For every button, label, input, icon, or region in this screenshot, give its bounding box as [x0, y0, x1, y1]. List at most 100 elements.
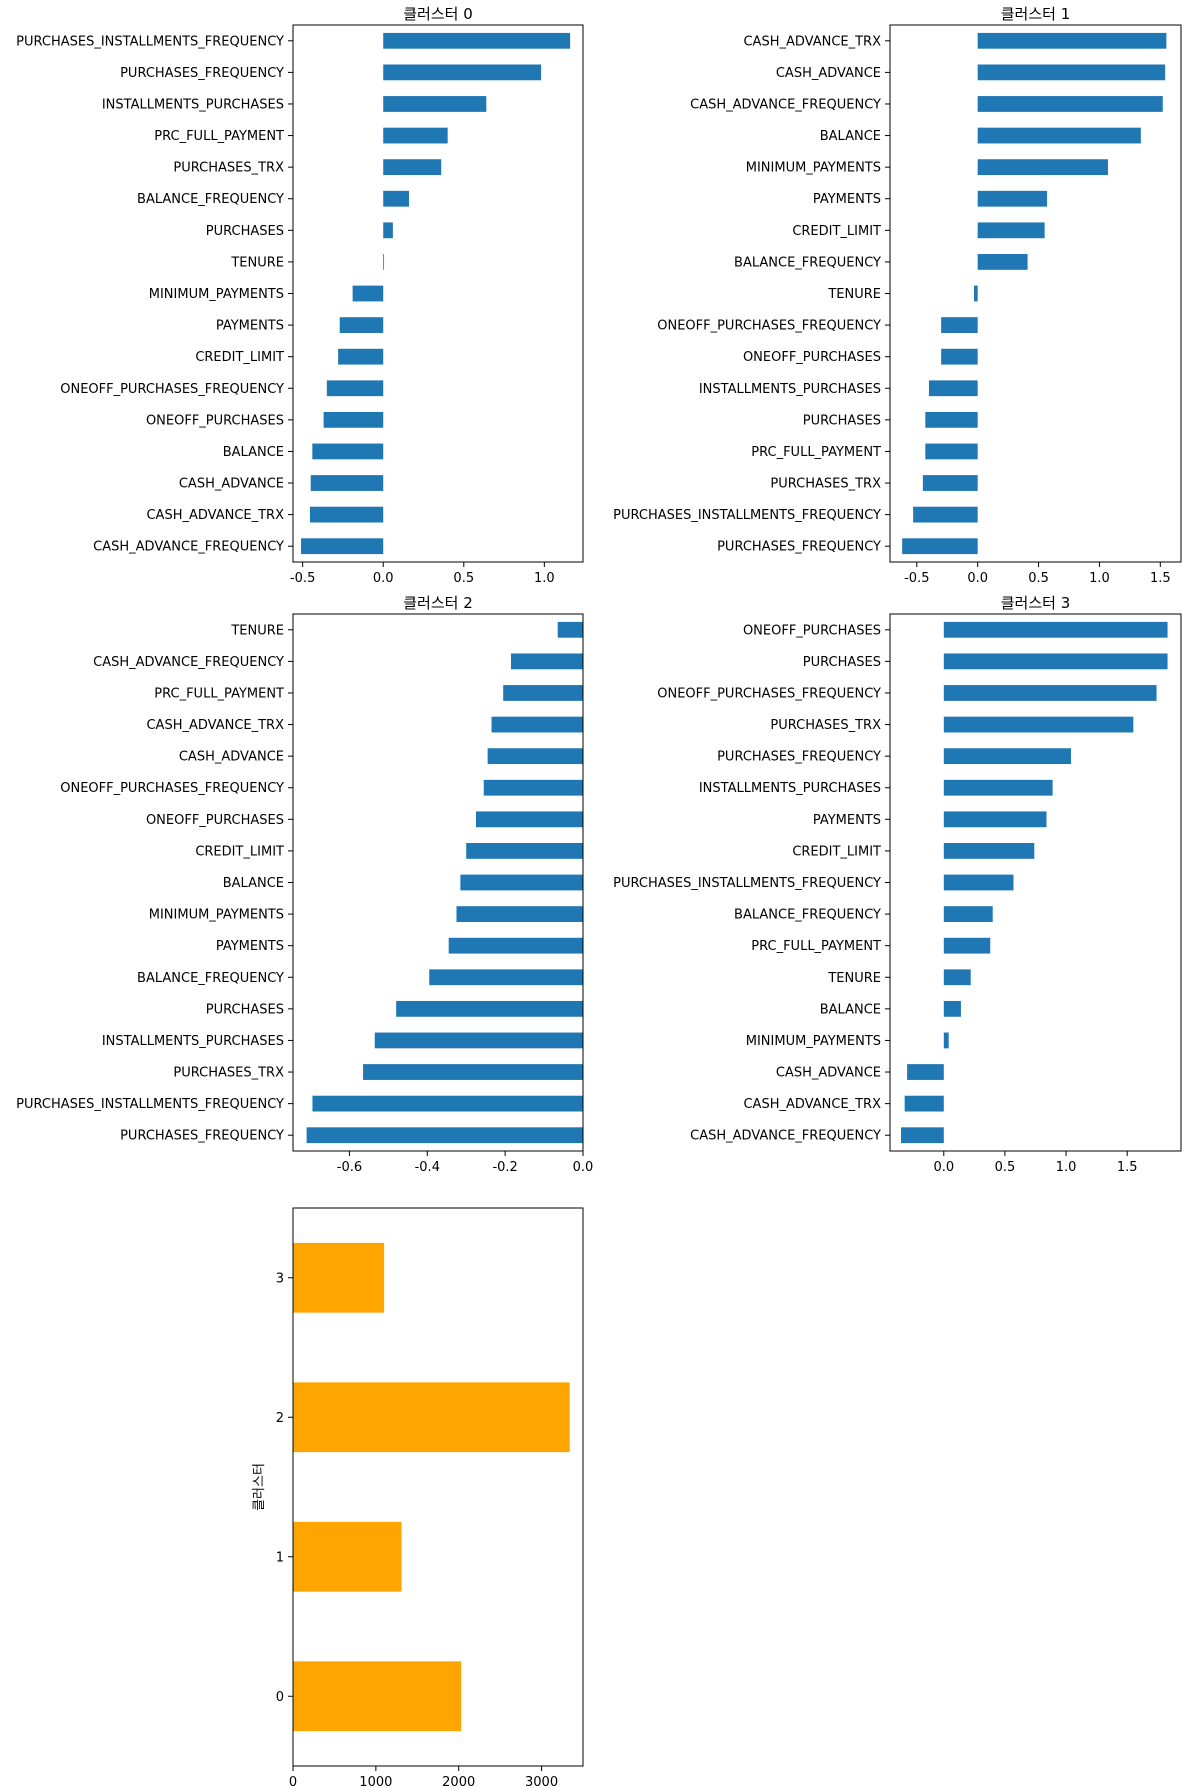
bar-purchases-installments-frequency	[312, 1095, 583, 1112]
y-tick-label: 2	[276, 1411, 284, 1426]
bar-oneoff-purchases	[475, 811, 583, 828]
y-tick-label: BALANCE_FREQUENCY	[734, 255, 881, 270]
y-tick-label: PURCHASES_TRX	[770, 718, 881, 733]
y-tick-label: CASH_ADVANCE_FREQUENCY	[690, 1129, 881, 1144]
axes-frame	[889, 24, 1182, 563]
bar-oneoff-purchases-frequency	[483, 779, 583, 796]
y-tick-label: CREDIT_LIMIT	[792, 224, 881, 239]
chart-panel-3: ONEOFF_PURCHASES PURCHASES ONEOFF_PURCHASE…	[613, 594, 1182, 1175]
x-tick-label: -0.5	[290, 571, 315, 586]
y-tick-label: INSTALLMENTS_PURCHASES	[699, 382, 881, 397]
y-tick-label: INSTALLMENTS_PURCHASES	[102, 97, 284, 112]
bar-credit-limit	[466, 843, 583, 859]
x-tick-label: 0.5	[995, 1160, 1016, 1175]
bar-1	[293, 1521, 402, 1592]
x-tick-label: 1.5	[1150, 571, 1171, 586]
bar-payments	[448, 937, 583, 954]
bar-purchases	[383, 222, 393, 239]
x-tick-label: 1.5	[1117, 1160, 1138, 1175]
bar-purchases	[396, 1000, 583, 1017]
y-tick-label: CASH_ADVANCE	[776, 1066, 881, 1081]
bar-balance-frequency	[429, 969, 583, 986]
y-tick-label: ONEOFF_PURCHASES_FREQUENCY	[60, 382, 284, 397]
y-tick-label: ONEOFF_PURCHASES_FREQUENCY	[657, 686, 881, 701]
y-tick-label: MINIMUM_PAYMENTS	[149, 908, 284, 923]
y-tick-label: CASH_ADVANCE_TRX	[146, 718, 284, 733]
x-tick-label: 1.0	[534, 571, 555, 586]
y-tick-label: PAYMENTS	[216, 939, 284, 954]
y-tick-label: BALANCE	[223, 445, 284, 460]
y-tick-label: PURCHASES_INSTALLMENTS_FREQUENCY	[16, 1097, 284, 1112]
bar-purchases-installments-frequency	[913, 506, 978, 523]
chart-panel-2: TENURE CASH_ADVANCE_FREQUENCY PRC_FULL_PAY…	[16, 594, 593, 1175]
y-tick-label: PAYMENTS	[813, 192, 881, 207]
bar-purchases-frequency	[306, 1127, 583, 1144]
y-tick-label: 3	[276, 1271, 284, 1286]
bar-cash-advance-frequency	[301, 538, 384, 555]
y-tick-label: PURCHASES_FREQUENCY	[717, 750, 881, 765]
bar-prc-full-payment	[503, 685, 583, 701]
bar-balance	[977, 127, 1141, 144]
y-tick-label: PURCHASES	[206, 224, 284, 239]
y-tick-label: PURCHASES	[803, 655, 881, 670]
x-tick-label: 0	[289, 1775, 297, 1790]
y-tick-label: PURCHASES_FREQUENCY	[120, 1129, 284, 1144]
bar-cash-advance	[310, 475, 384, 491]
bar-minimum-payments	[977, 159, 1108, 176]
bar-cash-advance-frequency	[901, 1127, 944, 1144]
x-tick-label: 1.0	[1089, 571, 1110, 586]
bar-oneoff-purchases	[323, 411, 384, 428]
bar-balance-frequency	[943, 906, 993, 922]
y-tick-label: 0	[276, 1690, 284, 1705]
bar-tenure	[943, 969, 971, 986]
bar-purchases-trx	[943, 716, 1134, 733]
chart-title: 클러스터 3	[1001, 594, 1071, 612]
chart-title: 클러스터 1	[1001, 5, 1071, 23]
bar-minimum-payments	[456, 906, 583, 922]
y-tick-label: BALANCE	[223, 876, 284, 891]
y-tick-label: CASH_ADVANCE_TRX	[743, 34, 881, 49]
x-tick-label: 0.0	[373, 571, 394, 586]
y-tick-label: TENURE	[827, 287, 881, 302]
chart-panel-4: 01230100020003000고객 수클러스터	[252, 1207, 584, 1790]
chart-title: 클러스터 2	[403, 594, 473, 612]
chart-panel-1: CASH_ADVANCE_TRX CASH_ADVANCE CASH_ADVANCE…	[613, 5, 1182, 586]
y-tick-label: PURCHASES	[803, 413, 881, 428]
bar-purchases-trx	[383, 159, 442, 176]
y-tick-label: CREDIT_LIMIT	[195, 350, 284, 365]
bar-purchases-installments-frequency	[383, 32, 571, 49]
bar-minimum-payments	[943, 1032, 949, 1049]
chart-title: 클러스터 0	[403, 5, 473, 23]
x-tick-label: 0.5	[1028, 571, 1049, 586]
axes-frame	[292, 613, 584, 1152]
y-tick-label: CASH_ADVANCE	[776, 66, 881, 81]
y-tick-label: PURCHASES_TRX	[173, 1066, 284, 1081]
bar-purchases-frequency	[943, 748, 1071, 765]
bar-payments	[977, 190, 1048, 207]
bar-cash-advance	[907, 1064, 944, 1080]
y-tick-label: TENURE	[827, 971, 881, 986]
y-tick-label: PRC_FULL_PAYMENT	[751, 939, 881, 954]
chart-panel-0: PURCHASES_INSTALLMENTS_FREQUENCY PURCHASE…	[16, 5, 584, 586]
y-tick-label: CASH_ADVANCE_TRX	[146, 508, 284, 523]
bar-cash-advance-trx	[977, 32, 1167, 49]
y-tick-label: MINIMUM_PAYMENTS	[746, 161, 881, 176]
x-tick-label: 3000	[525, 1775, 558, 1790]
y-tick-label: ONEOFF_PURCHASES_FREQUENCY	[657, 319, 881, 334]
bar-balance	[943, 1000, 961, 1017]
y-tick-label: PURCHASES_FREQUENCY	[717, 540, 881, 555]
y-tick-label: BALANCE_FREQUENCY	[137, 971, 284, 986]
bar-purchases-frequency	[902, 538, 978, 555]
y-tick-label: PRC_FULL_PAYMENT	[751, 445, 881, 460]
y-tick-label: PURCHASES_INSTALLMENTS_FREQUENCY	[613, 508, 881, 523]
bar-0	[293, 1661, 462, 1732]
bar-purchases	[943, 653, 1168, 670]
bar-cash-advance	[977, 64, 1166, 81]
y-tick-label: INSTALLMENTS_PURCHASES	[102, 1034, 284, 1049]
bar-2	[293, 1382, 570, 1453]
axes-frame	[292, 24, 584, 563]
y-tick-label: BALANCE	[820, 1002, 881, 1017]
y-tick-label: CASH_ADVANCE	[179, 750, 284, 765]
bar-installments-purchases	[943, 779, 1053, 796]
x-tick-label: -0.5	[904, 571, 929, 586]
